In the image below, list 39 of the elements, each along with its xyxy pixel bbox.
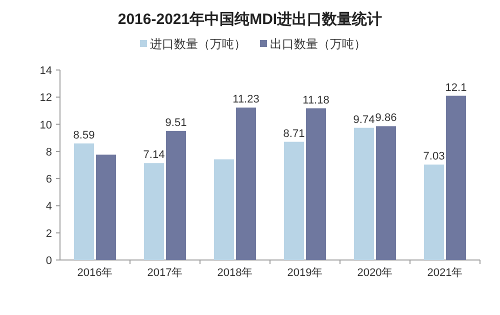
chart-title: 2016-2021年中国纯MDI进出口数量统计 [118,11,382,28]
y-tick-label: 8 [46,146,52,158]
data-label: 7.03 [423,150,445,163]
data-label: 8.59 [73,129,95,142]
bar [306,108,326,260]
bar [376,126,396,260]
y-tick-label: 6 [46,174,52,186]
y-tick-label: 10 [40,119,52,132]
legend-label: 出口数量（万吨） [270,37,366,51]
bar [424,164,444,260]
x-tick-label: 2017年 [147,267,183,279]
legend-label: 进口数量（万吨） [150,37,246,51]
x-tick-label: 2019年 [287,267,323,279]
bar [74,143,94,260]
bar [236,108,256,260]
y-tick-label: 4 [46,200,52,213]
x-tick-label: 2021年 [427,267,463,279]
data-label: 11.18 [302,94,330,106]
data-label: 9.74 [353,114,375,126]
bar [284,142,304,260]
bar [446,96,466,260]
bar [144,163,164,260]
bar [166,130,186,260]
y-tick-label: 12 [40,92,52,104]
data-label: 7.14 [143,149,165,162]
x-tick-label: 2016年 [77,267,113,279]
y-tick-label: 2 [46,228,52,240]
data-label: 9.86 [375,112,397,124]
data-label: 8.71 [283,128,305,140]
bar [214,159,234,260]
y-tick-label: 0 [46,255,52,267]
bar [354,128,374,260]
data-label: 9.51 [165,116,187,129]
bar [96,154,116,260]
x-tick-label: 2020年 [357,267,393,279]
data-label: 11.23 [232,94,260,106]
x-tick-label: 2018年 [217,267,253,279]
y-tick-label: 14 [40,65,52,77]
data-label: 12.1 [445,82,467,94]
